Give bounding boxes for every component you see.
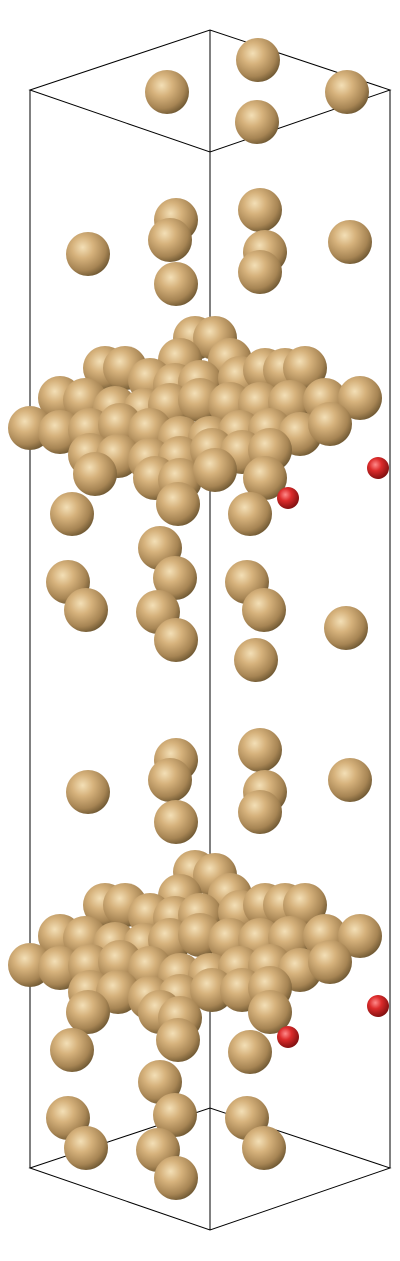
gold-atom (243, 456, 287, 500)
gold-atom (156, 482, 200, 526)
gold-atom (235, 100, 279, 144)
gold-atom (148, 218, 192, 262)
gold-atom (145, 70, 189, 114)
gold-atom (228, 492, 272, 536)
gold-atom (242, 588, 286, 632)
gold-atom (328, 220, 372, 264)
gold-atom (66, 990, 110, 1034)
gold-atom (50, 1028, 94, 1072)
gold-atom (154, 618, 198, 662)
gold-atom (338, 914, 382, 958)
atoms-layer (8, 38, 389, 1200)
gold-atom (248, 990, 292, 1034)
gold-atom (64, 588, 108, 632)
gold-atom (154, 1156, 198, 1200)
gold-atom (50, 492, 94, 536)
gold-atom (66, 232, 110, 276)
gold-atom (238, 728, 282, 772)
gold-atom (154, 262, 198, 306)
gold-atom (64, 1126, 108, 1170)
gold-atom (238, 250, 282, 294)
gold-atom (234, 638, 278, 682)
gold-atom (148, 758, 192, 802)
gold-atom (283, 346, 327, 390)
gold-atom (338, 376, 382, 420)
oxygen-atom (277, 487, 299, 509)
gold-atom (193, 448, 237, 492)
gold-atom (236, 38, 280, 82)
gold-atom (156, 1018, 200, 1062)
oxygen-atom (367, 457, 389, 479)
gold-atom (324, 606, 368, 650)
gold-atom (242, 1126, 286, 1170)
gold-atom (73, 452, 117, 496)
gold-atom (154, 800, 198, 844)
gold-atom (138, 1060, 182, 1104)
gold-atom (238, 790, 282, 834)
gold-atom (308, 940, 352, 984)
oxygen-atom (367, 995, 389, 1017)
gold-atom (153, 556, 197, 600)
oxygen-atom (277, 1026, 299, 1048)
gold-atom (153, 1093, 197, 1137)
gold-atom (66, 770, 110, 814)
gold-atom (325, 70, 369, 114)
gold-atom (308, 402, 352, 446)
gold-atom (238, 188, 282, 232)
gold-atom (228, 1030, 272, 1074)
gold-atom (328, 758, 372, 802)
